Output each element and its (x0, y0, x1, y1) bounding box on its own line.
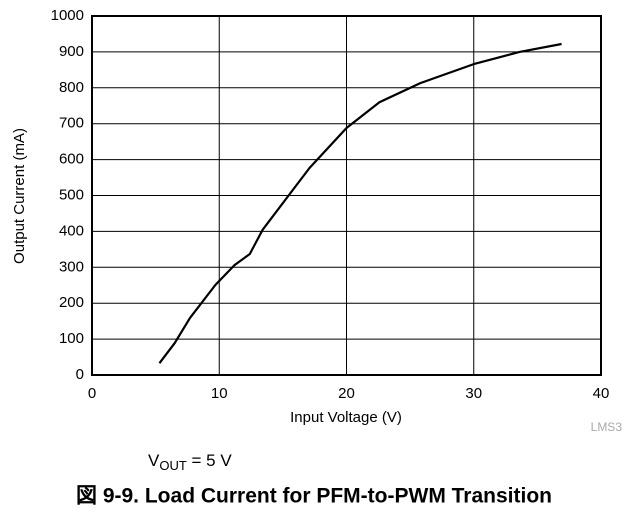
x-tick-label: 40 (593, 385, 610, 402)
y-tick-label: 900 (59, 43, 84, 60)
caption: 図 9-9. Load Current for PFM-to-PWM Trans… (76, 485, 552, 508)
annotation: VOUT = 5 V (148, 451, 232, 473)
y-tick-label: 0 (76, 366, 84, 383)
y-axis-label: Output Current (mA) (11, 128, 28, 264)
watermark: LMS3 (591, 420, 623, 434)
x-tick-label: 0 (88, 385, 96, 402)
y-tick-label: 700 (59, 115, 84, 132)
x-axis-label: Input Voltage (V) (290, 409, 402, 426)
y-tick-label: 200 (59, 294, 84, 311)
y-tick-label: 400 (59, 222, 84, 239)
annotation-main: V (148, 451, 160, 470)
x-tick-label: 30 (465, 385, 482, 402)
y-tick-label: 300 (59, 258, 84, 275)
y-tick-label: 800 (59, 79, 84, 96)
data-line (158, 42, 562, 364)
y-tick-label: 600 (59, 151, 84, 168)
x-tick-label: 10 (211, 385, 228, 402)
annotation-sub: OUT (159, 458, 187, 473)
y-tick-label: 1000 (51, 7, 84, 24)
y-tick-label: 500 (59, 186, 84, 203)
x-tick-label: 20 (338, 385, 355, 402)
y-tick-label: 100 (59, 330, 84, 347)
annotation-rest: = 5 V (187, 451, 233, 470)
plot-frame (91, 15, 602, 376)
